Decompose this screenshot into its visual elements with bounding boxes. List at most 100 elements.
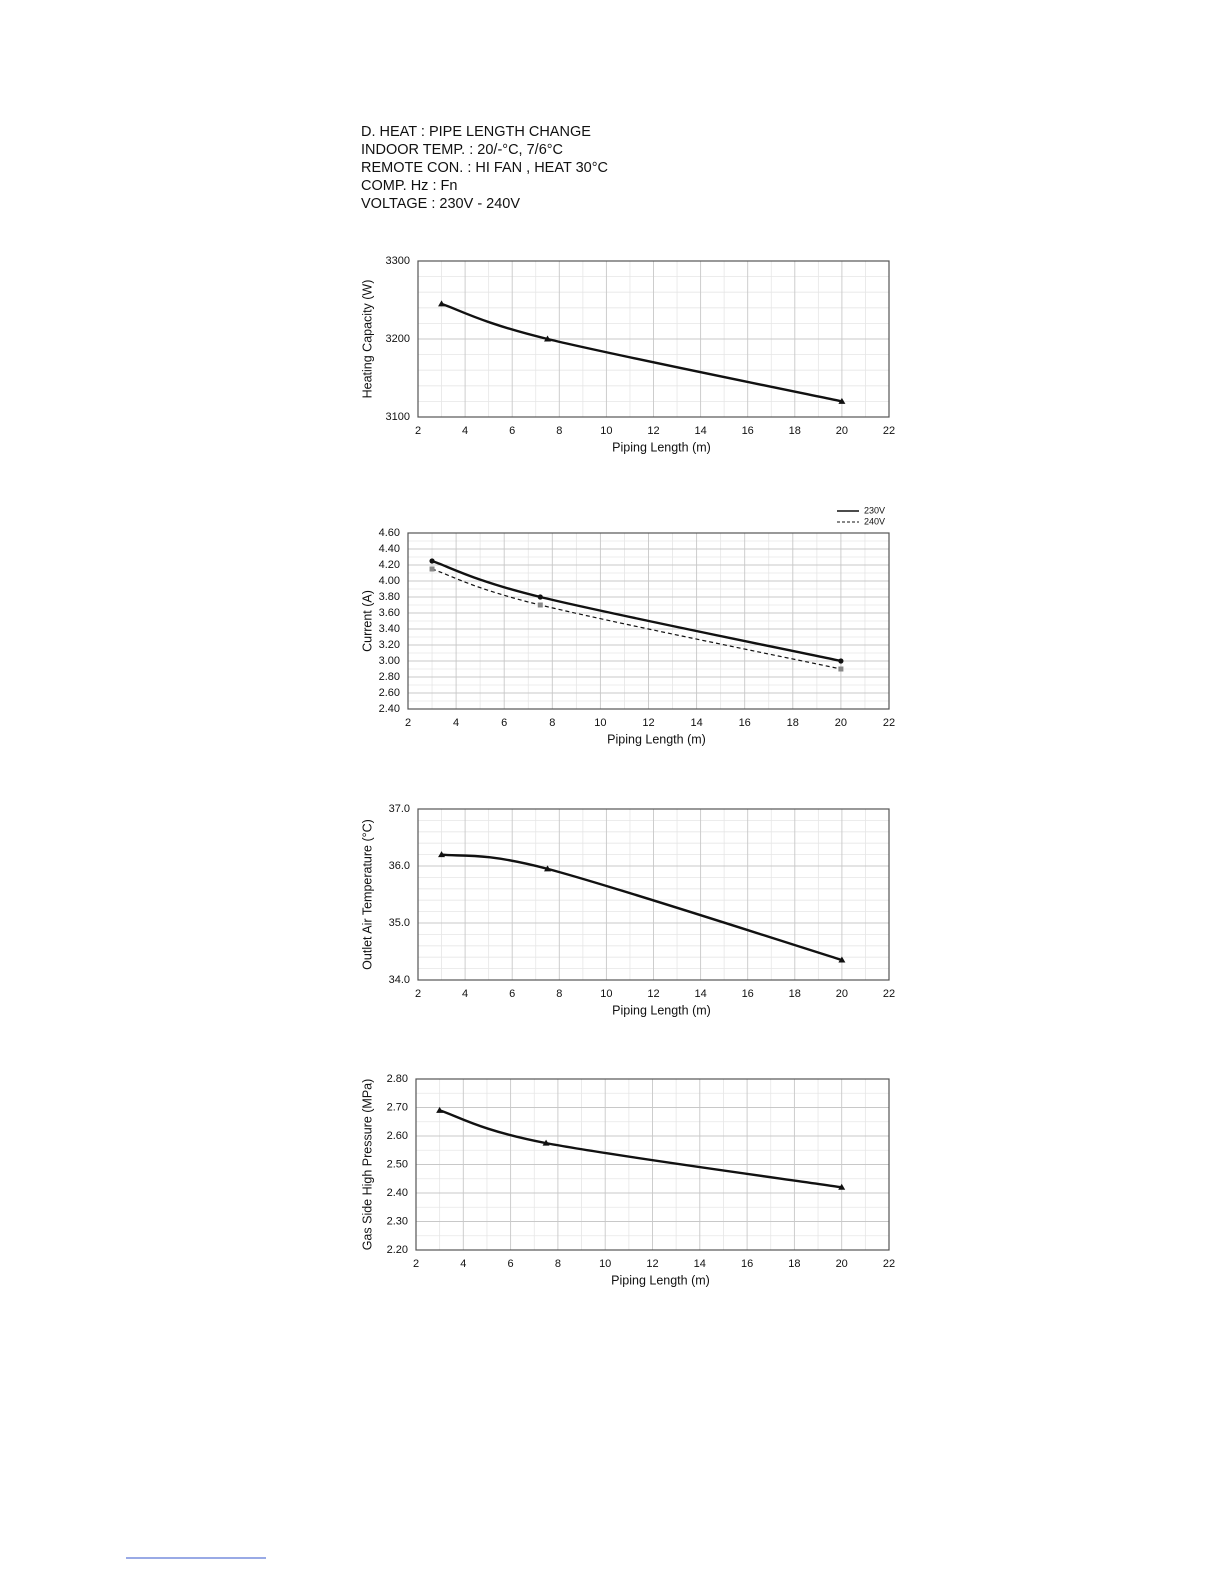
chart: 2 4 6 8 10 12 14 16 18 20 22 2.40 2.60 2.80 3.00 3.20 3.… [360,505,895,746]
y-tick-label: 2.60 [379,687,400,699]
marker [838,956,846,963]
marker [537,602,543,608]
y-tick-label: 3.00 [379,655,400,667]
y-tick-label: 2.60 [387,1130,408,1142]
marker [544,865,552,872]
legend-label: 230V [864,505,885,515]
x-tick-label: 22 [883,717,895,729]
marker [542,1139,550,1146]
y-tick-label: 2.20 [387,1244,408,1256]
y-tick-label: 2.80 [379,671,400,683]
y-tick-label: 2.30 [387,1215,408,1227]
x-axis-label: Piping Length (m) [612,440,711,454]
header-line: REMOTE CON. : HI FAN , HEAT 30°C [361,160,608,176]
marker [838,397,846,404]
x-tick-label: 12 [646,1258,658,1270]
x-tick-label: 16 [742,425,754,437]
y-tick-label: 35.0 [389,917,410,929]
legend-label: 240V [864,516,885,526]
chart: 2 4 6 8 10 12 14 16 18 20 22 34.0 35.0 36.0 37.0 Piping… [360,803,895,1017]
x-tick-label: 10 [600,425,612,437]
x-tick-label: 6 [509,425,515,437]
chart: 2 4 6 8 10 12 14 16 18 20 22 3100 3200 3300 Piping Len… [360,255,895,454]
header-line: VOLTAGE : 230V - 240V [361,196,520,212]
plot-frame [417,808,890,981]
y-tick-label: 3.20 [379,639,400,651]
x-tick-label: 20 [836,425,848,437]
y-tick-label: 2.50 [387,1158,408,1170]
y-tick-label: 3100 [386,411,410,423]
marker [544,335,552,342]
y-tick-label: 3300 [386,255,410,267]
x-tick-label: 20 [835,717,847,729]
x-tick-label: 12 [647,425,659,437]
x-axis-label: Piping Length (m) [611,1273,710,1287]
y-tick-label: 2.40 [379,703,400,715]
marker [438,851,446,858]
x-tick-label: 10 [600,988,612,1000]
x-tick-label: 2 [415,988,421,1000]
x-tick-label: 12 [642,717,654,729]
marker [436,1106,444,1113]
x-tick-label: 14 [694,988,706,1000]
plot-frame [407,532,890,710]
y-tick-label: 37.0 [389,803,410,815]
x-tick-label: 16 [739,717,751,729]
x-tick-label: 8 [555,1258,561,1270]
data-line [431,559,842,663]
x-tick-label: 14 [690,717,702,729]
y-tick-label: 3200 [386,333,410,345]
data-line [441,302,843,403]
x-tick-label: 6 [508,1258,514,1270]
x-tick-label: 4 [460,1258,466,1270]
y-tick-label: 2.70 [387,1101,408,1113]
x-tick-label: 2 [405,717,411,729]
marker [838,666,844,672]
x-tick-label: 4 [453,717,459,729]
x-tick-label: 10 [594,717,606,729]
x-axis-label: Piping Length (m) [607,732,706,746]
y-axis-label: Heating Capacity (W) [360,280,374,399]
header: D. HEAT : PIPE LENGTH CHANGE INDOOR TEMP… [361,124,608,212]
marker [429,558,435,564]
x-tick-label: 16 [741,1258,753,1270]
y-tick-label: 4.00 [379,575,400,587]
x-tick-label: 22 [883,988,895,1000]
x-tick-label: 14 [694,1258,706,1270]
x-tick-label: 10 [599,1258,611,1270]
x-tick-label: 2 [413,1258,419,1270]
header-line: COMP. Hz : Fn [361,178,457,194]
marker [838,658,844,664]
y-axis-label: Gas Side High Pressure (MPa) [360,1079,374,1251]
y-tick-label: 4.60 [379,527,400,539]
y-tick-label: 36.0 [389,860,410,872]
x-tick-label: 12 [647,988,659,1000]
data-line [431,568,842,670]
y-tick-label: 34.0 [389,974,410,986]
x-tick-label: 8 [556,425,562,437]
plot-frame [415,1078,890,1251]
x-tick-label: 4 [462,988,468,1000]
x-tick-label: 22 [883,1258,895,1270]
marker [537,594,543,600]
x-tick-label: 18 [788,1258,800,1270]
y-axis-label: Current (A) [360,590,374,652]
x-tick-label: 8 [556,988,562,1000]
x-tick-label: 6 [501,717,507,729]
marker [838,1183,846,1190]
y-tick-label: 3.60 [379,607,400,619]
x-tick-label: 6 [509,988,515,1000]
x-tick-label: 2 [415,425,421,437]
x-tick-label: 20 [836,1258,848,1270]
x-tick-label: 4 [462,425,468,437]
y-tick-label: 4.20 [379,559,400,571]
y-tick-label: 2.40 [387,1187,408,1199]
y-tick-label: 3.40 [379,623,400,635]
x-tick-label: 20 [836,988,848,1000]
header-line: D. HEAT : PIPE LENGTH CHANGE [361,124,591,140]
x-axis-label: Piping Length (m) [612,1003,711,1017]
plot-frame [417,260,890,418]
x-tick-label: 8 [549,717,555,729]
